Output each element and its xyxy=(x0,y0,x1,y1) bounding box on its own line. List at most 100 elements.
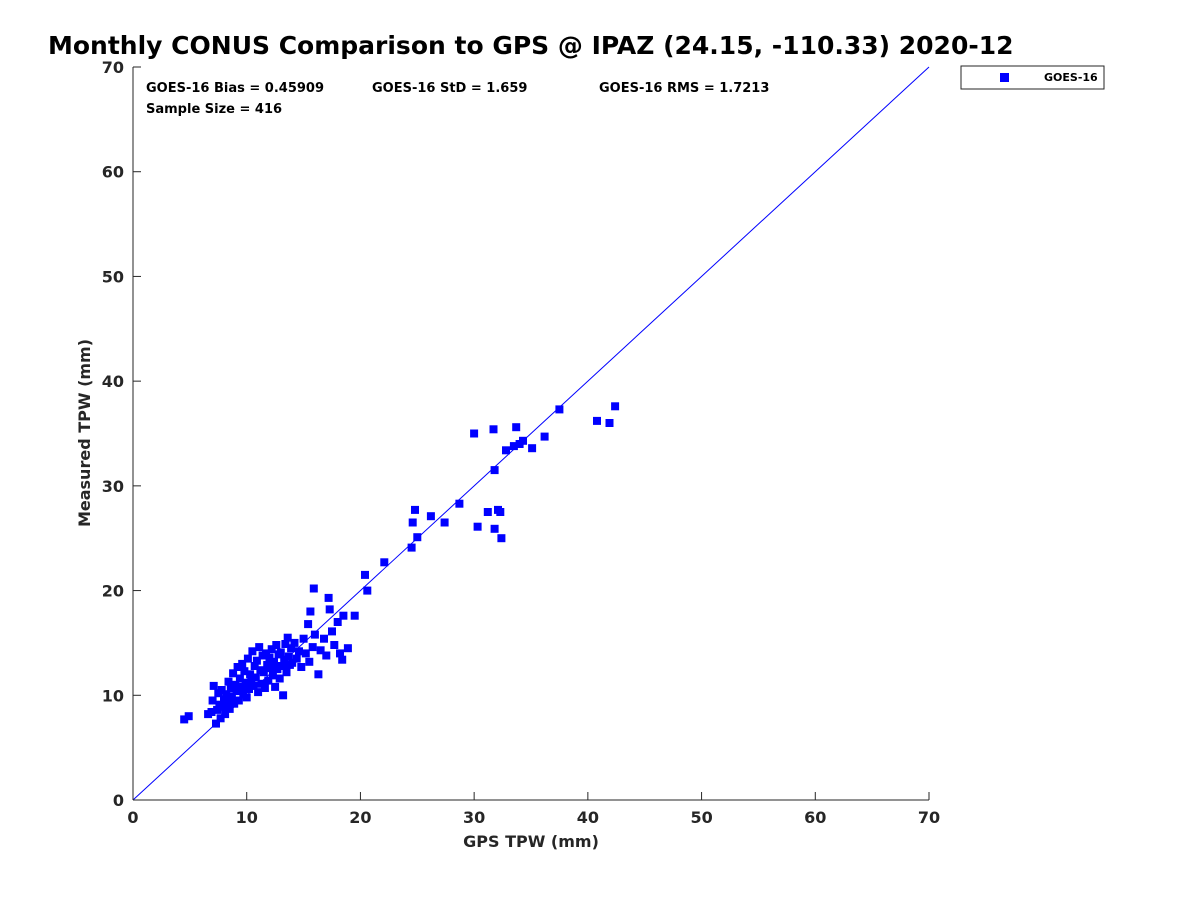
data-point xyxy=(555,405,564,414)
data-point xyxy=(242,693,251,702)
data-point xyxy=(270,657,278,666)
data-point xyxy=(262,649,270,658)
data-point xyxy=(227,692,236,701)
y-tick-label: 0 xyxy=(113,791,124,810)
x-axis-ticks: 0 10 20 30 40 50 60 70 xyxy=(127,792,940,827)
data-point xyxy=(249,681,258,690)
legend: GOES-16 xyxy=(960,65,1105,90)
data-point xyxy=(290,638,299,647)
data-point xyxy=(361,570,369,579)
data-point xyxy=(233,663,242,671)
data-point xyxy=(218,702,227,711)
y-axis-label: Measured TPW (mm) xyxy=(75,339,94,527)
data-point xyxy=(297,663,306,671)
data-point xyxy=(490,466,499,475)
data-point xyxy=(248,647,257,656)
data-point xyxy=(255,643,264,652)
x-axis-label: GPS TPW (mm) xyxy=(463,832,599,851)
data-point xyxy=(292,654,301,663)
y-axis-ticks: 0 10 20 30 40 50 60 70 xyxy=(102,58,141,810)
data-point xyxy=(470,429,479,438)
data-point xyxy=(247,675,256,684)
data-point xyxy=(273,665,282,674)
data-point xyxy=(216,714,225,723)
chart-title: Monthly CONUS Comparison to GPS @ IPAZ (… xyxy=(48,31,1014,60)
data-point xyxy=(473,522,482,531)
data-point xyxy=(250,662,259,670)
data-point xyxy=(243,654,252,663)
data-point xyxy=(330,641,339,649)
y-tick-label: 20 xyxy=(102,582,124,601)
data-point xyxy=(336,649,344,658)
data-point xyxy=(217,686,226,694)
data-point xyxy=(440,518,449,527)
data-point xyxy=(221,710,230,719)
data-point xyxy=(308,643,317,652)
data-point xyxy=(212,719,220,728)
data-point xyxy=(208,696,217,705)
data-point xyxy=(512,423,521,432)
data-point xyxy=(611,402,620,411)
data-point xyxy=(254,688,263,697)
data-point xyxy=(343,644,352,653)
data-point xyxy=(310,630,319,639)
data-point xyxy=(314,670,323,679)
data-point xyxy=(363,586,372,595)
data-point xyxy=(271,682,280,691)
data-point xyxy=(278,662,286,670)
data-point xyxy=(306,607,315,616)
x-tick-label: 30 xyxy=(463,808,485,827)
data-point xyxy=(284,652,293,661)
data-point xyxy=(280,655,289,664)
data-point xyxy=(264,676,273,685)
data-point xyxy=(426,512,435,521)
data-point xyxy=(301,649,310,658)
data-point xyxy=(338,655,347,664)
data-point xyxy=(266,664,275,673)
stat-std: GOES-16 StD = 1.659 xyxy=(372,81,527,96)
data-point xyxy=(540,432,549,441)
x-tick-label: 70 xyxy=(918,808,940,827)
data-point xyxy=(265,653,274,662)
data-point xyxy=(325,605,334,614)
data-point xyxy=(184,712,193,721)
data-point xyxy=(305,657,314,666)
stat-sample-size: Sample Size = 416 xyxy=(146,102,282,117)
data-point xyxy=(333,618,342,626)
data-point xyxy=(413,533,422,542)
data-point xyxy=(295,647,303,656)
data-point xyxy=(237,682,245,691)
data-point xyxy=(605,419,614,427)
data-point xyxy=(207,708,216,716)
data-point xyxy=(489,425,498,434)
data-point xyxy=(222,690,231,699)
data-point xyxy=(322,651,331,660)
data-point xyxy=(519,436,527,445)
data-point xyxy=(257,679,266,688)
x-tick-label: 50 xyxy=(690,808,712,827)
data-point xyxy=(224,677,233,686)
data-point xyxy=(238,659,247,668)
data-point xyxy=(260,684,269,692)
data-point xyxy=(251,673,260,682)
data-point xyxy=(268,671,277,680)
data-point xyxy=(276,648,285,657)
legend-entry-goes-16: GOES-16 xyxy=(1044,71,1098,84)
y-tick-label: 60 xyxy=(102,163,124,182)
data-point xyxy=(232,687,241,696)
data-point xyxy=(240,667,249,676)
data-point xyxy=(241,678,250,687)
data-point xyxy=(350,611,359,620)
data-point xyxy=(267,645,276,654)
data-point xyxy=(320,634,328,643)
data-point xyxy=(282,668,291,677)
data-point xyxy=(408,518,417,527)
y-tick-label: 10 xyxy=(102,686,124,705)
data-point xyxy=(225,704,234,713)
data-point xyxy=(226,684,235,692)
data-point xyxy=(209,681,218,690)
data-point xyxy=(324,593,333,602)
data-point xyxy=(407,543,416,552)
data-point xyxy=(497,534,506,543)
